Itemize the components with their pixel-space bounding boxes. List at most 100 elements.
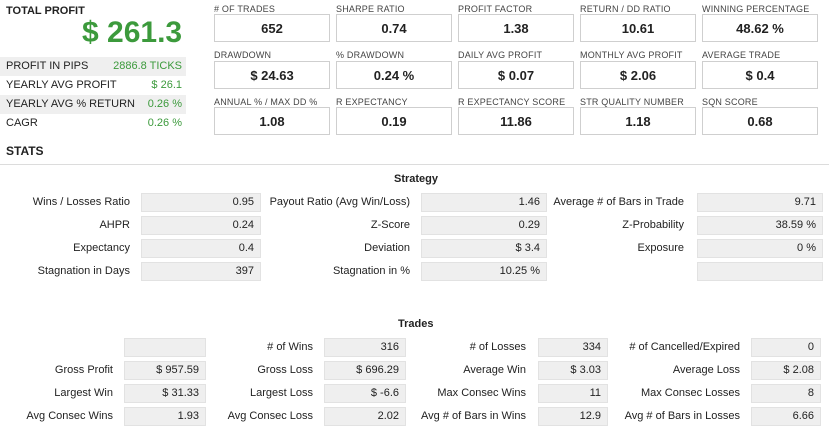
trades-stat-value: $ 3.03 [538,361,608,380]
kpi-label: # OF TRADES [214,4,276,14]
trades-stat-value: $ 31.33 [124,384,206,403]
summary-label: YEARLY AVG PROFIT [6,79,117,91]
kpi-value: 0.24 % [336,61,452,89]
summary-row-profit-in-pips: PROFIT IN PIPS 2886.8 TICKS [0,57,186,76]
trades-stat-label: Max Consec Losses [640,387,740,399]
kpi-value: 0.74 [336,14,452,42]
strategy-stat-value: 0 % [697,239,823,258]
strategy-stat-label: Z-Probability [622,219,684,231]
trades-stat-value: 0 [751,338,821,357]
kpi-value: 1.38 [458,14,574,42]
trades-stat-label: Avg # of Bars in Losses [624,410,740,422]
strategy-stat-value: 397 [141,262,261,281]
kpi-label: DAILY AVG PROFIT [458,50,543,60]
summary-value: 0.26 % [147,117,182,129]
kpi-value: 0.19 [336,107,452,135]
trades-stat-label: Gross Profit [54,364,113,376]
summary-label: CAGR [6,117,38,129]
strategy-stat-value: 1.46 [421,193,547,212]
kpi-label: R EXPECTANCY [336,97,408,107]
summary-label: PROFIT IN PIPS [6,60,89,72]
kpi-label: SQN SCORE [702,97,758,107]
strategy-stat-label: Deviation [364,242,410,254]
strategy-stat-label: Expectancy [73,242,130,254]
trades-stat-value: 2.02 [324,407,406,426]
trades-stat-label: Avg Consec Wins [26,410,113,422]
trades-stat-value: 11 [538,384,608,403]
trades-heading: Trades [398,318,434,330]
kpi-label: STR QUALITY NUMBER [580,97,684,107]
trades-stat-value: 316 [324,338,406,357]
strategy-stat-label: Average # of Bars in Trade [553,196,684,208]
kpi-value: 11.86 [458,107,574,135]
summary-row-cagr: CAGR 0.26 % [0,114,186,133]
summary-value: $ 26.1 [151,79,182,91]
trades-stat-label: # of Wins [267,341,313,353]
strategy-stat-label: Payout Ratio (Avg Win/Loss) [269,196,410,208]
kpi-value: 1.18 [580,107,696,135]
strategy-stat-value: 0.29 [421,216,547,235]
kpi-label: RETURN / DD RATIO [580,4,671,14]
summary-value: 2886.8 TICKS [113,60,182,72]
summary-row-yearly-avg-return: YEARLY AVG % RETURN 0.26 % [0,95,186,114]
trades-stat-value: 12.9 [538,407,608,426]
trades-stat-label: Avg # of Bars in Wins [421,410,526,422]
trades-stat-label: # of Losses [469,341,526,353]
stats-divider [0,164,829,165]
strategy-stat-value: 0.24 [141,216,261,235]
trades-stat-label: Largest Win [54,387,113,399]
trades-stat-label: Avg Consec Loss [227,410,313,422]
kpi-label: MONTHLY AVG PROFIT [580,50,683,60]
strategy-stat-label: Wins / Losses Ratio [32,196,130,208]
strategy-stat-value: $ 3.4 [421,239,547,258]
trades-stat-label: Max Consec Wins [437,387,526,399]
trades-stat-value [124,338,206,357]
kpi-value: 48.62 % [702,14,818,42]
strategy-stat-value: 9.71 [697,193,823,212]
summary-value: 0.26 % [147,98,182,110]
kpi-label: WINNING PERCENTAGE [702,4,810,14]
strategy-stat-value: 38.59 % [697,216,823,235]
strategy-stat-value: 0.95 [141,193,261,212]
strategy-stat-label: AHPR [99,219,130,231]
strategy-stat-value: 10.25 % [421,262,547,281]
kpi-label: DRAWDOWN [214,50,272,60]
summary-label: YEARLY AVG % RETURN [6,98,135,110]
strategy-stat-label: Exposure [637,242,684,254]
total-profit-label: TOTAL PROFIT [6,5,85,17]
trades-stat-value: $ -6.6 [324,384,406,403]
trades-stat-value: $ 696.29 [324,361,406,380]
kpi-label: ANNUAL % / MAX DD % [214,97,318,107]
strategy-stat-value [697,262,823,281]
summary-row-yearly-avg-profit: YEARLY AVG PROFIT $ 26.1 [0,76,186,95]
trades-stat-value: 8 [751,384,821,403]
stats-heading: STATS [6,144,44,158]
kpi-value: $ 0.4 [702,61,818,89]
kpi-value: $ 2.06 [580,61,696,89]
strategy-stat-label: Z-Score [370,219,410,231]
kpi-label: % DRAWDOWN [336,50,405,60]
total-profit-value: $ 261.3 [82,16,183,49]
kpi-value: 1.08 [214,107,330,135]
trades-stat-value: 334 [538,338,608,357]
kpi-label: R EXPECTANCY SCORE [458,97,566,107]
kpi-value: 10.61 [580,14,696,42]
kpi-label: PROFIT FACTOR [458,4,533,14]
trades-stat-value: 6.66 [751,407,821,426]
trades-stat-label: Average Loss [672,364,740,376]
strategy-stat-label: Stagnation in % [332,265,410,277]
kpi-value: $ 0.07 [458,61,574,89]
strategy-stat-label: Stagnation in Days [37,265,130,277]
kpi-value: $ 24.63 [214,61,330,89]
strategy-heading: Strategy [394,173,439,185]
trades-stat-label: # of Cancelled/Expired [629,341,740,353]
trades-stat-label: Average Win [463,364,526,376]
trades-stat-value: $ 957.59 [124,361,206,380]
kpi-value: 0.68 [702,107,818,135]
kpi-label: AVERAGE TRADE [702,50,781,60]
trades-stat-value: $ 2.08 [751,361,821,380]
trades-stat-label: Largest Loss [250,387,313,399]
trades-stat-value: 1.93 [124,407,206,426]
kpi-value: 652 [214,14,330,42]
kpi-label: SHARPE RATIO [336,4,405,14]
